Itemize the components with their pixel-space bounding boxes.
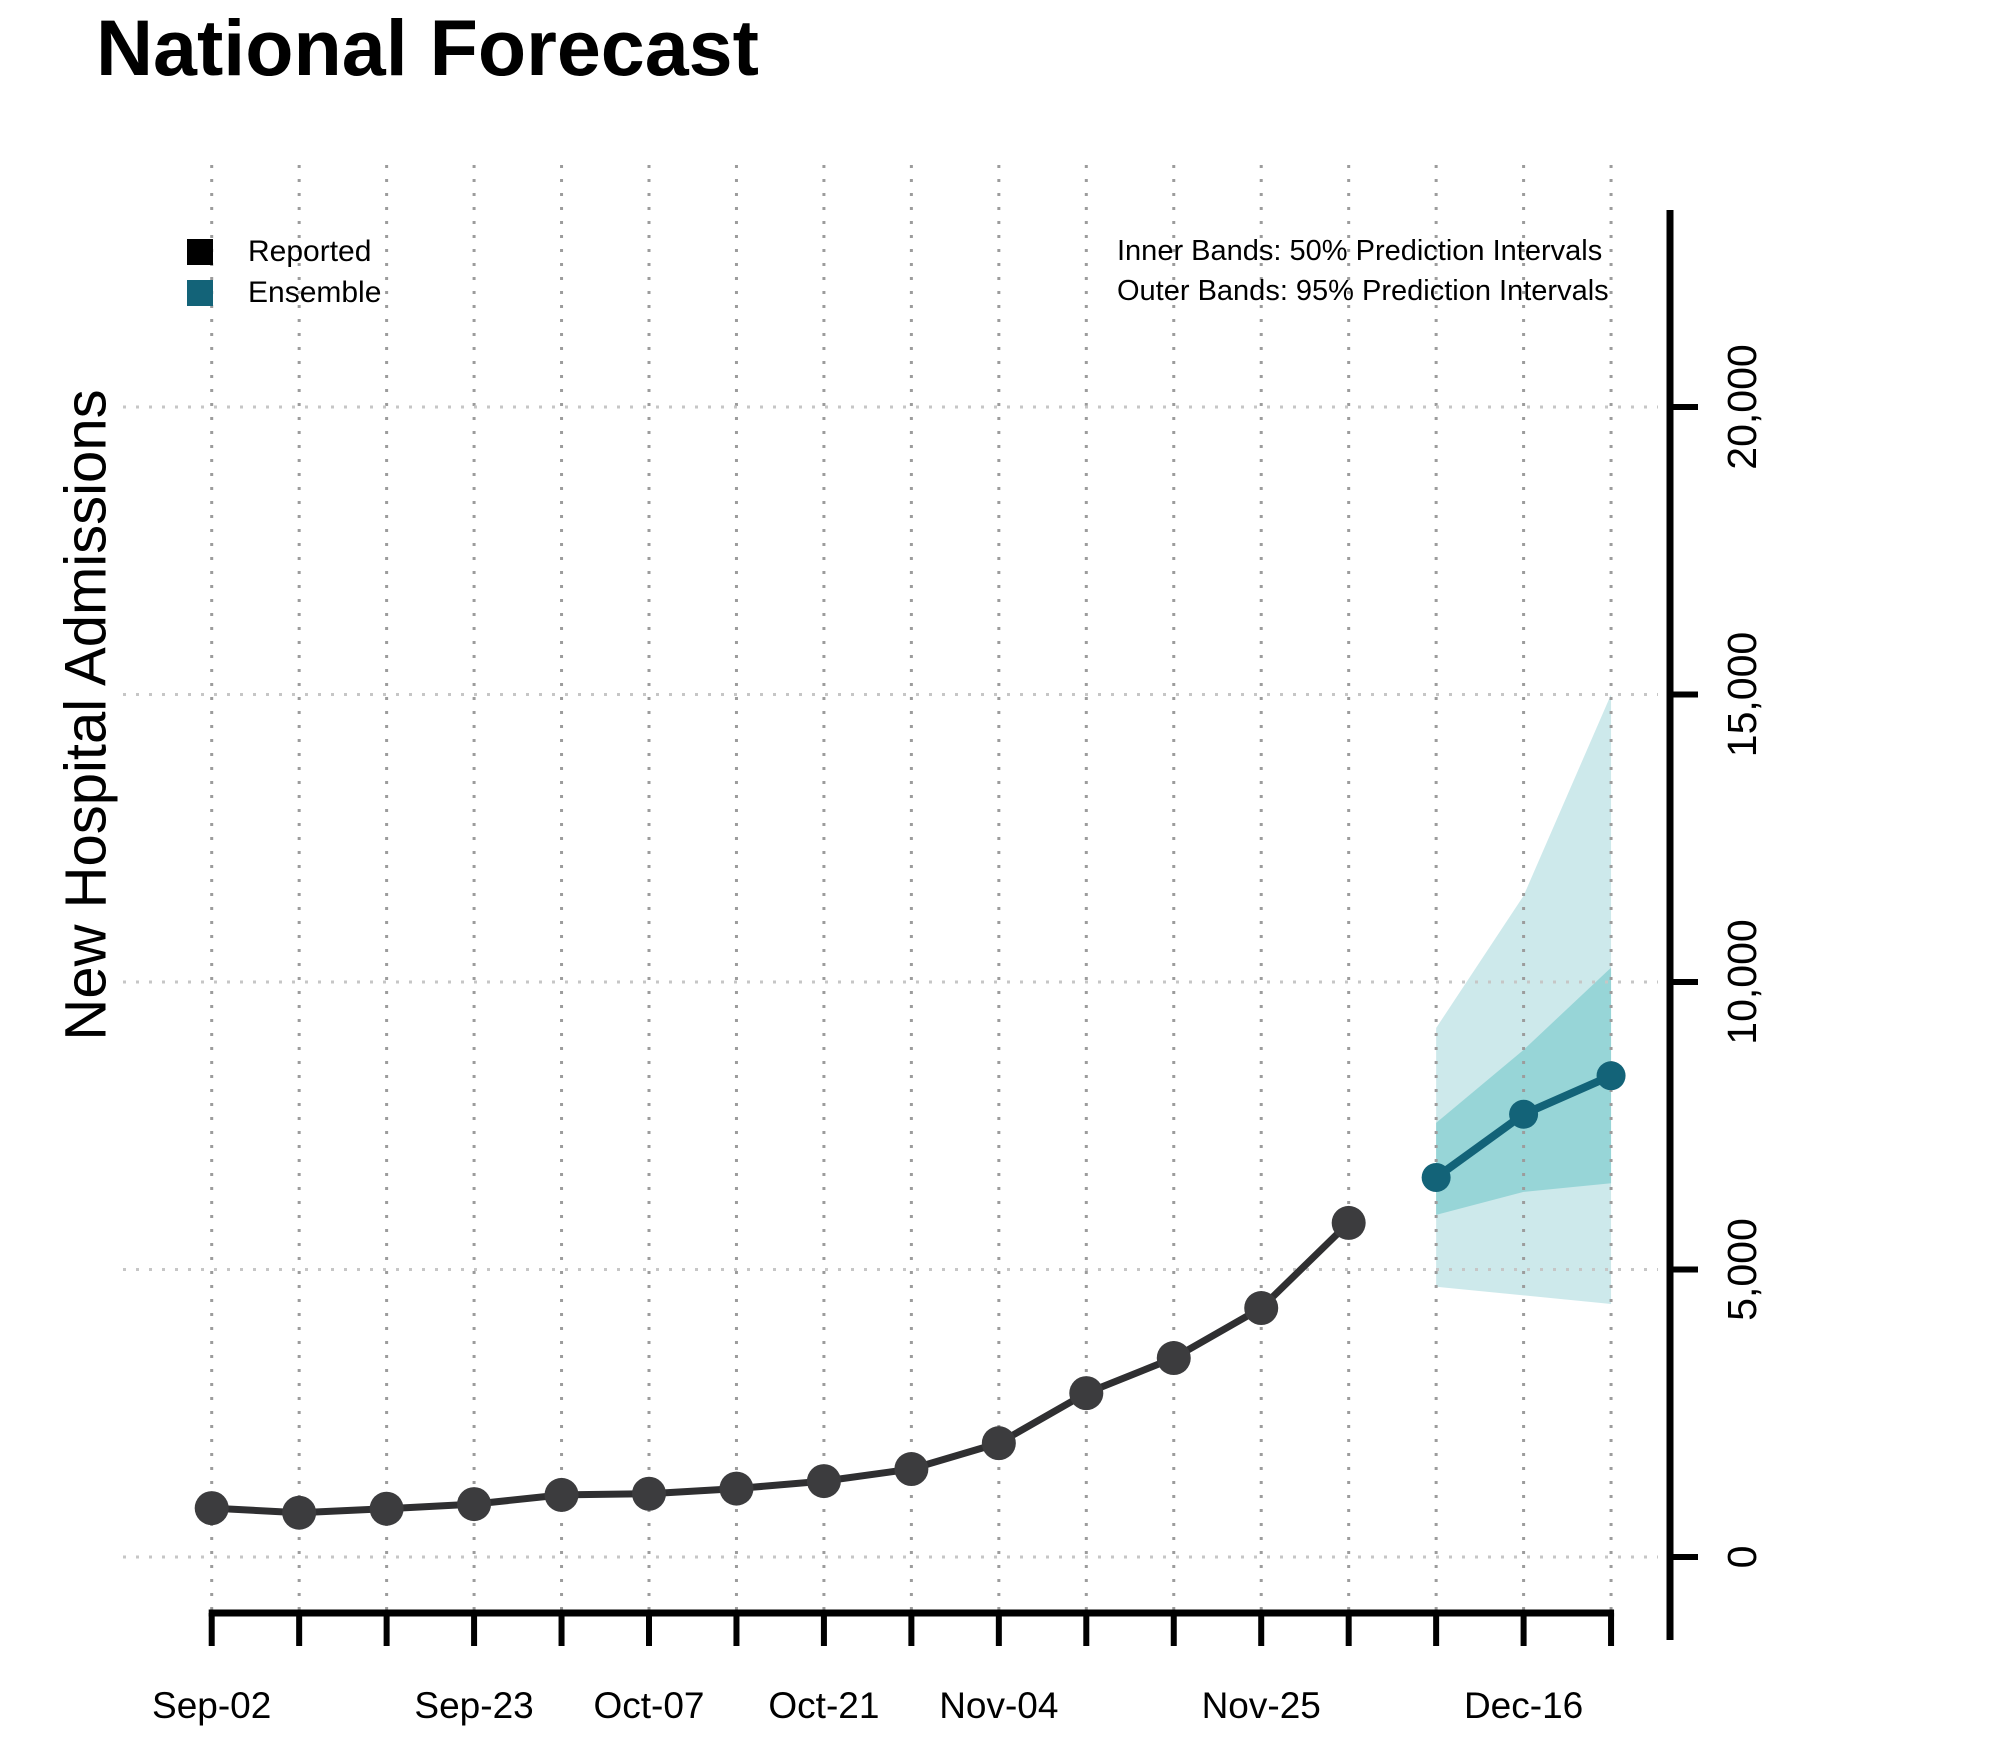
- legend: Reported Ensemble: [187, 231, 381, 313]
- x-tick-label: Oct-21: [768, 1685, 879, 1726]
- chart-title: National Forecast: [96, 3, 759, 92]
- reported-point: [1244, 1291, 1279, 1326]
- annotation-outer-bands: Outer Bands: 95% Prediction Intervals: [1117, 275, 1609, 307]
- x-tick-label: Sep-02: [152, 1685, 271, 1726]
- band-annotations: Inner Bands: 50% Prediction Intervals Ou…: [1117, 231, 1609, 311]
- x-tick-label: Nov-25: [1202, 1685, 1321, 1726]
- y-tick-label: 20,000: [1719, 344, 1765, 469]
- reported-point: [282, 1495, 317, 1530]
- reported-point: [1331, 1205, 1366, 1240]
- x-tick-label: Sep-23: [414, 1685, 533, 1726]
- reported-point: [457, 1487, 492, 1522]
- reported-point: [894, 1452, 929, 1487]
- x-tick-label: Oct-07: [593, 1685, 704, 1726]
- reported-swatch: [187, 238, 213, 265]
- legend-item-reported: Reported: [187, 231, 381, 272]
- reported-point: [981, 1426, 1016, 1461]
- x-tick-label: Dec-16: [1464, 1685, 1583, 1726]
- y-tick-label: 10,000: [1719, 919, 1765, 1044]
- legend-item-ensemble: Ensemble: [187, 272, 381, 313]
- reported-point: [719, 1471, 754, 1506]
- reported-point: [544, 1477, 579, 1512]
- ensemble-point: [1509, 1099, 1539, 1129]
- ensemble-point: [1596, 1061, 1626, 1091]
- reported-point: [369, 1491, 404, 1526]
- x-tick-label: Nov-04: [939, 1685, 1058, 1726]
- ensemble-swatch: [187, 279, 213, 306]
- legend-label-reported: Reported: [248, 234, 372, 268]
- reported-point: [194, 1491, 229, 1526]
- legend-label-ensemble: Ensemble: [248, 275, 382, 309]
- reported-point: [1156, 1341, 1191, 1376]
- reported-point: [806, 1464, 841, 1499]
- annotation-inner-bands: Inner Bands: 50% Prediction Intervals: [1117, 235, 1603, 267]
- y-tick-label: 0: [1719, 1546, 1765, 1569]
- y-tick-label: 5,000: [1719, 1218, 1765, 1321]
- reported-point: [1069, 1376, 1104, 1411]
- ensemble-point: [1421, 1163, 1451, 1192]
- y-axis-title: New Hospital Admissions: [53, 389, 119, 1041]
- reported-point: [632, 1476, 666, 1511]
- y-tick-label: 15,000: [1719, 632, 1765, 757]
